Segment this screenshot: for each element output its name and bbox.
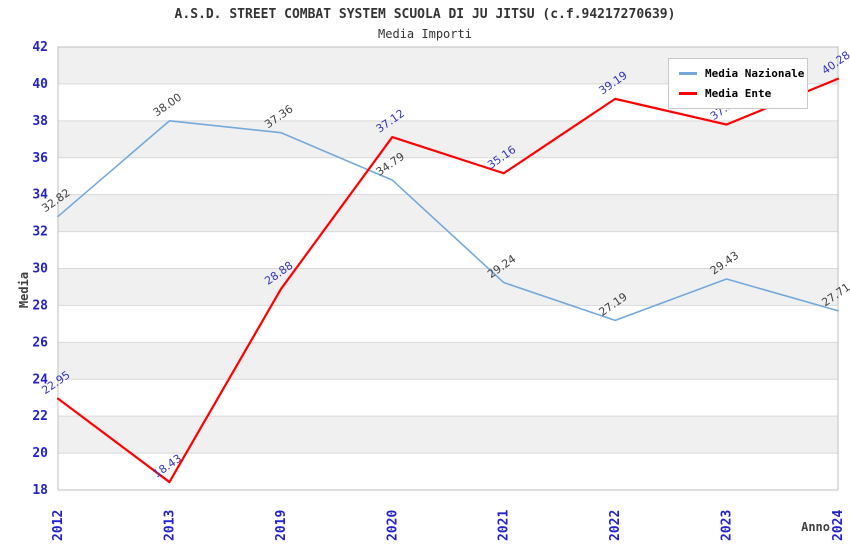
grid-band	[58, 194, 838, 232]
y-axis-title: Media	[17, 272, 31, 308]
y-tick-label: 28	[32, 298, 48, 313]
y-tick-label: 24	[32, 372, 48, 387]
x-tick-label: 2012	[51, 510, 66, 541]
chart-legend: Media Nazionale Media Ente	[668, 58, 808, 109]
y-tick-label: 30	[32, 262, 48, 277]
grid-band	[58, 120, 838, 158]
series-line-media-nazionale	[57, 120, 839, 322]
plot-border	[57, 46, 839, 491]
y-tick-label: 34	[32, 188, 48, 203]
chart-title: A.S.D. STREET COMBAT SYSTEM SCUOLA DI JU…	[174, 7, 676, 22]
grid-band	[58, 379, 838, 417]
grid-band	[58, 305, 838, 343]
x-tick-label: 2024	[831, 510, 846, 541]
x-tick-label: 2022	[608, 510, 623, 541]
y-tick-label: 42	[32, 40, 48, 55]
legend-label: Media Ente	[705, 87, 772, 100]
legend-label: Media Nazionale	[705, 67, 805, 80]
x-tick-label: 2021	[497, 510, 512, 541]
grid-band	[58, 342, 838, 380]
y-tick-label: 36	[32, 151, 48, 166]
grid-band	[58, 157, 838, 195]
x-tick-label: 2023	[720, 510, 735, 541]
legend-swatch-media-ente	[679, 92, 697, 95]
grid-band	[58, 231, 838, 269]
x-tick-label: 2020	[385, 510, 400, 541]
x-tick-label: 2013	[162, 510, 177, 541]
legend-item-media-nazionale: Media Nazionale	[679, 67, 807, 80]
chart-subtitle: Media Importi	[378, 27, 472, 41]
y-tick-label: 40	[32, 77, 48, 92]
series-line-media-ente	[56, 77, 840, 484]
y-tick-label: 38	[32, 114, 48, 129]
grid-band	[58, 268, 838, 306]
grid-band	[58, 453, 838, 490]
x-tick-label: 2019	[274, 510, 289, 541]
y-tick-label: 32	[32, 225, 48, 240]
y-tick-label: 22	[32, 409, 48, 424]
y-tick-label: 20	[32, 446, 48, 461]
legend-item-media-ente: Media Ente	[679, 87, 807, 100]
legend-swatch-media-nazionale	[679, 72, 697, 75]
y-tick-label: 18	[32, 483, 48, 498]
y-tick-label: 26	[32, 335, 48, 350]
grid-band	[58, 416, 838, 454]
x-axis-title: Anno	[801, 520, 830, 534]
